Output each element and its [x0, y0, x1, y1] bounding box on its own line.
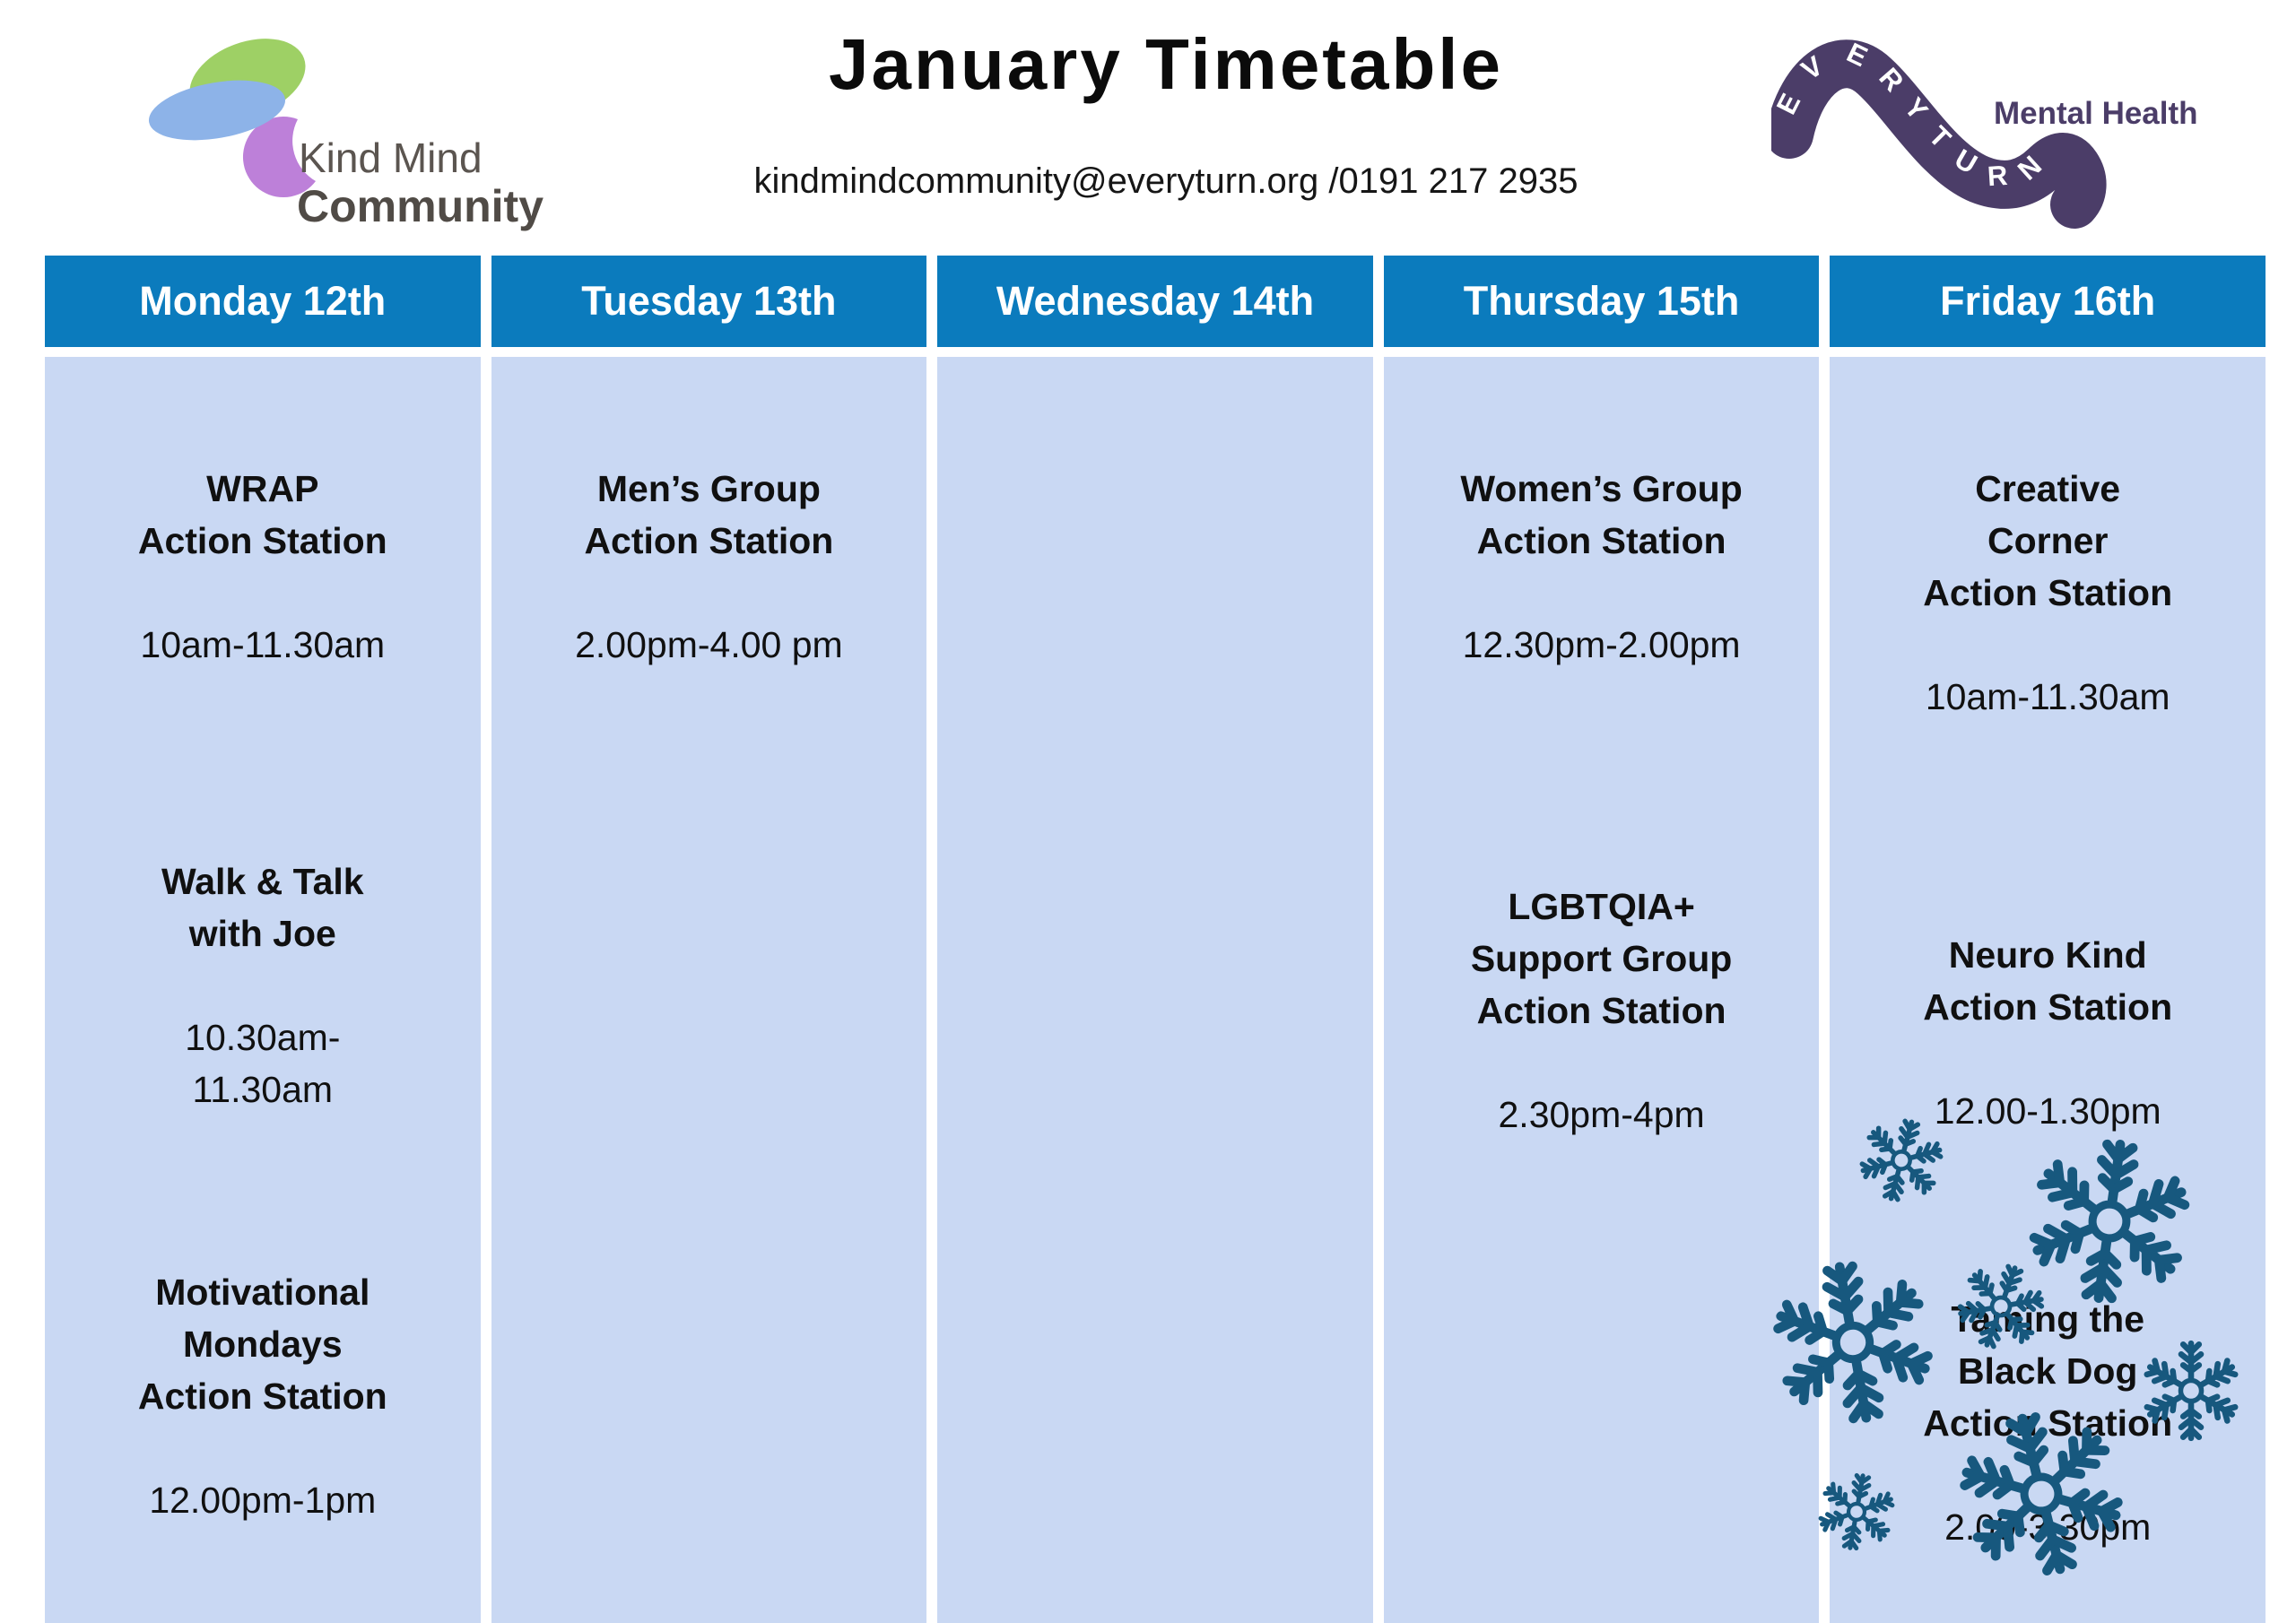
- day-headers-row: Monday 12th Tuesday 13th Wednesday 14th …: [45, 256, 2266, 347]
- event-block: Motivational Mondays Action Station 12.0…: [45, 1214, 481, 1578]
- event-name: Walk & Talk with Joe: [161, 861, 364, 954]
- event-time: 12.30pm-2.00pm: [1462, 624, 1741, 665]
- event-time: 12.00-1.30pm: [1934, 1090, 2161, 1132]
- event-time: 2.30pm-4pm: [1498, 1094, 1705, 1135]
- event-name: Women’s Group Action Station: [1460, 468, 1743, 561]
- event-time: 10am-11.30am: [140, 624, 386, 665]
- event-block: Neuro Kind Action Station 12.00-1.30pm: [1830, 877, 2266, 1189]
- day-column-monday: WRAP Action Station 10am-11.30am Walk & …: [45, 357, 481, 1623]
- day-column-tuesday: Men’s Group Action Station 2.00pm-4.00 p…: [491, 357, 927, 1623]
- event-time: 10.30am- 11.30am: [185, 1017, 341, 1110]
- event-block: Taming the Black Dog Action Station 2.00…: [1830, 1241, 2266, 1605]
- everyturn-wave-icon: [1771, 39, 2107, 229]
- event-name: Creative Corner Action Station: [1923, 468, 2173, 613]
- day-column-wednesday: [937, 357, 1373, 1623]
- day-header-tuesday: Tuesday 13th: [491, 256, 927, 347]
- day-column-friday: Creative Corner Action Station 10am-11.3…: [1830, 357, 2266, 1623]
- event-block: WRAP Action Station 10am-11.30am: [45, 411, 481, 723]
- day-column-thursday: Women’s Group Action Station 12.30pm-2.0…: [1383, 357, 1820, 1623]
- event-time: 2.00pm-4.00 pm: [575, 624, 843, 665]
- event-name: WRAP Action Station: [137, 468, 387, 561]
- brand-name-line1: Kind Mind: [299, 135, 483, 181]
- event-time: 12.00pm-1pm: [149, 1480, 377, 1521]
- event-time: 2.00-3.30pm: [1944, 1506, 2152, 1548]
- event-block: Creative Corner Action Station 10am-11.3…: [1830, 411, 2266, 775]
- event-block: Walk & Talk with Joe 10.30am- 11.30am: [45, 803, 481, 1167]
- event-block: Women’s Group Action Station 12.30pm-2.0…: [1384, 411, 1820, 723]
- everyturn-label: Mental Health: [1994, 96, 2198, 131]
- day-header-thursday: Thursday 15th: [1383, 256, 1820, 347]
- event-block: Men’s Group Action Station 2.00pm-4.00 p…: [491, 411, 927, 723]
- event-name: Taming the Black Dog Action Station: [1923, 1298, 2173, 1444]
- kind-mind-logo: Kind Mind Community: [148, 39, 544, 231]
- day-header-friday: Friday 16th: [1830, 256, 2266, 347]
- page-title: January Timetable: [828, 24, 1504, 104]
- logo-purple-crescent-icon: [242, 117, 316, 198]
- event-name: LGBTQIA+ Support Group Action Station: [1470, 886, 1733, 1031]
- event-name: Neuro Kind Action Station: [1923, 934, 2173, 1028]
- logo-blue-blob-icon: [148, 80, 286, 141]
- day-header-monday: Monday 12th: [45, 256, 481, 347]
- day-columns-row: WRAP Action Station 10am-11.30am Walk & …: [45, 357, 2266, 1623]
- contact-line: kindmindcommunity@everyturn.org /0191 21…: [753, 161, 1578, 201]
- day-header-wednesday: Wednesday 14th: [937, 256, 1373, 347]
- everyturn-logo: EVERYTURN Mental Health: [1771, 37, 2198, 229]
- event-name: Men’s Group Action Station: [584, 468, 834, 561]
- event-block: LGBTQIA+ Support Group Action Station 2.…: [1384, 829, 1820, 1193]
- event-time: 10am-11.30am: [1925, 676, 2170, 717]
- brand-name-line2: Community: [297, 181, 544, 231]
- event-name: Motivational Mondays Action Station: [137, 1271, 387, 1417]
